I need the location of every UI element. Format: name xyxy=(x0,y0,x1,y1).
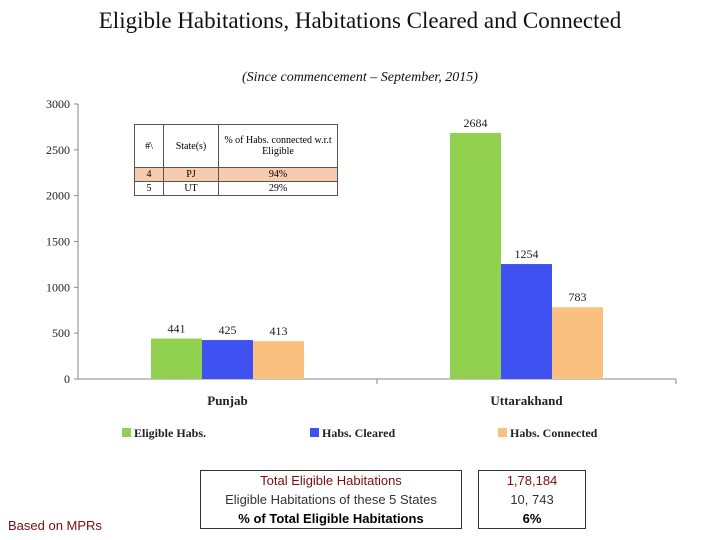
data-label: 783 xyxy=(569,290,587,304)
bar xyxy=(450,132,501,379)
summary-value: 10, 743 xyxy=(478,490,586,509)
data-label: 1254 xyxy=(515,247,539,261)
y-tick-label: 0 xyxy=(64,372,70,386)
legend-swatch xyxy=(310,428,319,437)
summary-label: Total Eligible Habitations xyxy=(200,470,462,490)
inset-row: 4 PJ 94% xyxy=(134,167,338,182)
bar xyxy=(202,340,253,379)
data-label: 2684 xyxy=(464,116,488,130)
data-label: 413 xyxy=(270,324,288,338)
inset-cell-index: 4 xyxy=(134,167,164,182)
summary-row: % of Total Eligible Habitations 6% xyxy=(200,509,586,529)
bar xyxy=(253,341,304,379)
summary-table: Total Eligible Habitations 1,78,184 Elig… xyxy=(200,470,586,529)
data-label: 425 xyxy=(219,323,237,337)
legend-label: Habs. Cleared xyxy=(322,426,395,440)
bar xyxy=(151,338,202,379)
inset-cell-index: 5 xyxy=(134,181,164,196)
chart-title: Eligible Habitations, Habitations Cleare… xyxy=(98,8,622,33)
legend-swatch xyxy=(122,428,131,437)
summary-row: Eligible Habitations of these 5 States 1… xyxy=(200,490,586,509)
summary-label: % of Total Eligible Habitations xyxy=(200,509,462,529)
inset-header-state: State(s) xyxy=(163,124,219,168)
y-tick-label: 2500 xyxy=(46,143,70,157)
legend-label: Eligible Habs. xyxy=(134,426,206,440)
legend-label: Habs. Connected xyxy=(510,426,598,440)
y-tick-label: 3000 xyxy=(46,97,70,111)
summary-row: Total Eligible Habitations 1,78,184 xyxy=(200,470,586,490)
inset-header-percent: % of Habs. connected w.r.t Eligible xyxy=(218,124,338,168)
summary-label: Eligible Habitations of these 5 States xyxy=(200,490,462,509)
y-tick-label: 1000 xyxy=(46,280,70,294)
category-label: Uttarakhand xyxy=(490,393,563,408)
inset-cell-percent: 94% xyxy=(218,167,338,182)
category-label: Punjab xyxy=(207,393,247,408)
footnote: Based on MPRs xyxy=(8,518,102,533)
summary-value: 1,78,184 xyxy=(478,470,586,490)
chart-subtitle: (Since commencement – September, 2015) xyxy=(242,70,478,85)
inset-table: #\ State(s) % of Habs. connected w.r.t E… xyxy=(134,124,338,196)
data-label: 441 xyxy=(168,322,186,336)
inset-cell-state: UT xyxy=(163,181,219,196)
summary-value: 6% xyxy=(478,509,586,529)
y-tick-label: 1500 xyxy=(46,235,70,249)
bar xyxy=(552,307,603,379)
inset-cell-percent: 29% xyxy=(218,181,338,196)
inset-header-index: #\ xyxy=(134,124,164,168)
inset-cell-state: PJ xyxy=(163,167,219,182)
inset-row: 5 UT 29% xyxy=(134,181,338,196)
y-tick-label: 500 xyxy=(52,326,70,340)
y-tick-label: 2000 xyxy=(46,189,70,203)
bar xyxy=(501,264,552,379)
legend-swatch xyxy=(498,428,507,437)
bar-chart: 0 500 1000 1500 2000 2500 3000 441 425 413 Punjab 2… xyxy=(46,97,677,440)
